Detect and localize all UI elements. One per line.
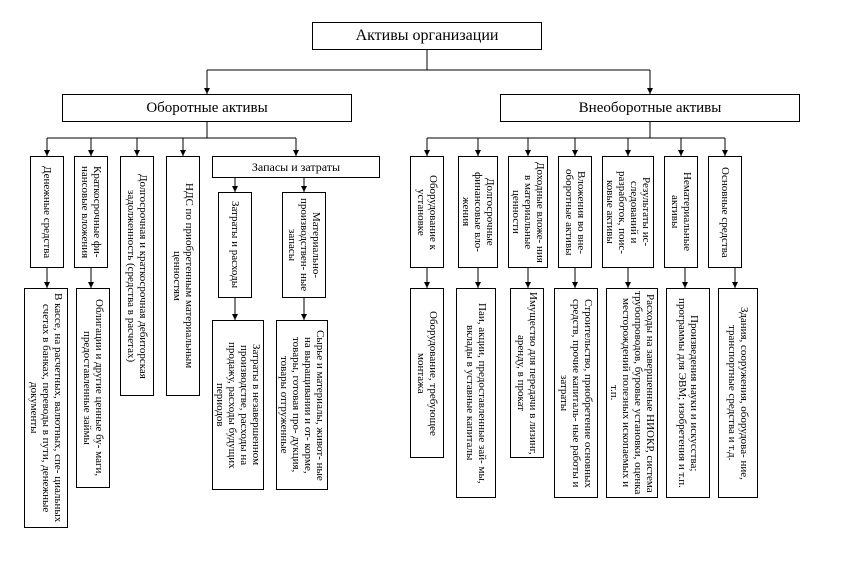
node-label: Оборудование, требующее монтажа (415, 291, 439, 455)
node-c5ad: Затраты в незавершенном производстве, ра… (212, 320, 264, 490)
node-c5a: Затраты и расходы (218, 192, 252, 298)
node-label: Вложения во вне- оборотные активы (563, 159, 587, 265)
node-label: Произведения науки и искусства; программ… (676, 291, 700, 495)
node-c5b: Материально- производствен- ные запасы (282, 192, 326, 298)
node-c2: Краткосрочные фи- нансовые вложения (74, 156, 108, 268)
node-n1: Оборудование к установке (410, 156, 444, 268)
node-label: Долгосрочные финансовые вло- жения (460, 159, 496, 265)
node-label: Результаты ис- следований и разработок, … (604, 159, 652, 265)
node-n4d: Строительство, приобретение основных сре… (554, 288, 598, 498)
node-n5: Результаты ис- следований и разработок, … (602, 156, 654, 268)
node-n3: Доходные вложе- ния в материальные ценно… (508, 156, 548, 268)
node-c5: Запасы и затраты (212, 156, 380, 178)
node-label: Денежные средства (41, 166, 53, 258)
node-label: Паи, акции, предоставленные зай- мы, вкл… (464, 291, 488, 495)
root-node: Активы организации (312, 22, 542, 50)
node-label: Оборудование к установке (415, 159, 439, 265)
node-label: Доходные вложе- ния в материальные ценно… (510, 159, 546, 265)
node-n1d: Оборудование, требующее монтажа (410, 288, 444, 458)
node-label: Здания, сооружения, оборудова- ние, тран… (726, 291, 750, 495)
node-label: Запасы и затраты (252, 160, 340, 175)
node-c2d: Облигации и другие ценные бу- маги, пред… (76, 288, 110, 488)
node-c3: Долгосрочная и краткосрочная дебиторская… (120, 156, 154, 396)
node-current: Оборотные активы (62, 94, 352, 122)
node-label: Материально- производствен- ные запасы (286, 195, 322, 295)
node-label: Нематериальные активы (669, 159, 693, 265)
node-label: Облигации и другие ценные бу- маги, пред… (81, 291, 105, 485)
node-c5bd: Сырье и материалы, живот- ные на выращив… (276, 320, 328, 490)
node-n7d: Здания, сооружения, оборудова- ние, тран… (718, 288, 758, 498)
node-c4: НДС по приобретенным материальным ценнос… (166, 156, 200, 396)
node-label: Затраты и расходы (229, 201, 241, 288)
node-n2: Долгосрочные финансовые вло- жения (458, 156, 498, 268)
node-label: Внеоборотные активы (579, 100, 722, 117)
node-n6: Нематериальные активы (664, 156, 698, 268)
node-n4: Вложения во вне- оборотные активы (558, 156, 592, 268)
node-noncurrent: Внеоборотные активы (500, 94, 800, 122)
node-label: Строительство, приобретение основных сре… (558, 291, 594, 495)
node-label: В кассе, на расчетных, валютных, спе- ци… (28, 291, 64, 525)
node-n3d: Имущество для передачи в лизинг, аренду,… (510, 288, 544, 458)
node-c1d: В кассе, на расчетных, валютных, спе- ци… (24, 288, 68, 528)
node-label: Долгосрочная и краткосрочная дебиторская… (125, 159, 149, 393)
node-label: Краткосрочные фи- нансовые вложения (79, 159, 103, 265)
node-n7: Основные средства (708, 156, 742, 268)
node-label: Основные средства (719, 167, 731, 258)
node-label: Расходы на завершенные НИОКР, система тр… (608, 291, 656, 495)
node-c1: Денежные средства (30, 156, 64, 268)
node-n5d: Расходы на завершенные НИОКР, система тр… (606, 288, 658, 498)
node-label: НДС по приобретенным материальным ценнос… (171, 159, 195, 393)
node-label: Имущество для передачи в лизинг, аренду,… (515, 291, 539, 455)
node-n6d: Произведения науки и искусства; программ… (666, 288, 710, 498)
node-n2d: Паи, акции, предоставленные зай- мы, вкл… (456, 288, 496, 498)
node-label: Затраты в незавершенном производстве, ра… (214, 323, 262, 487)
node-label: Сырье и материалы, живот- ные на выращив… (278, 323, 326, 487)
node-label: Оборотные активы (146, 100, 267, 117)
